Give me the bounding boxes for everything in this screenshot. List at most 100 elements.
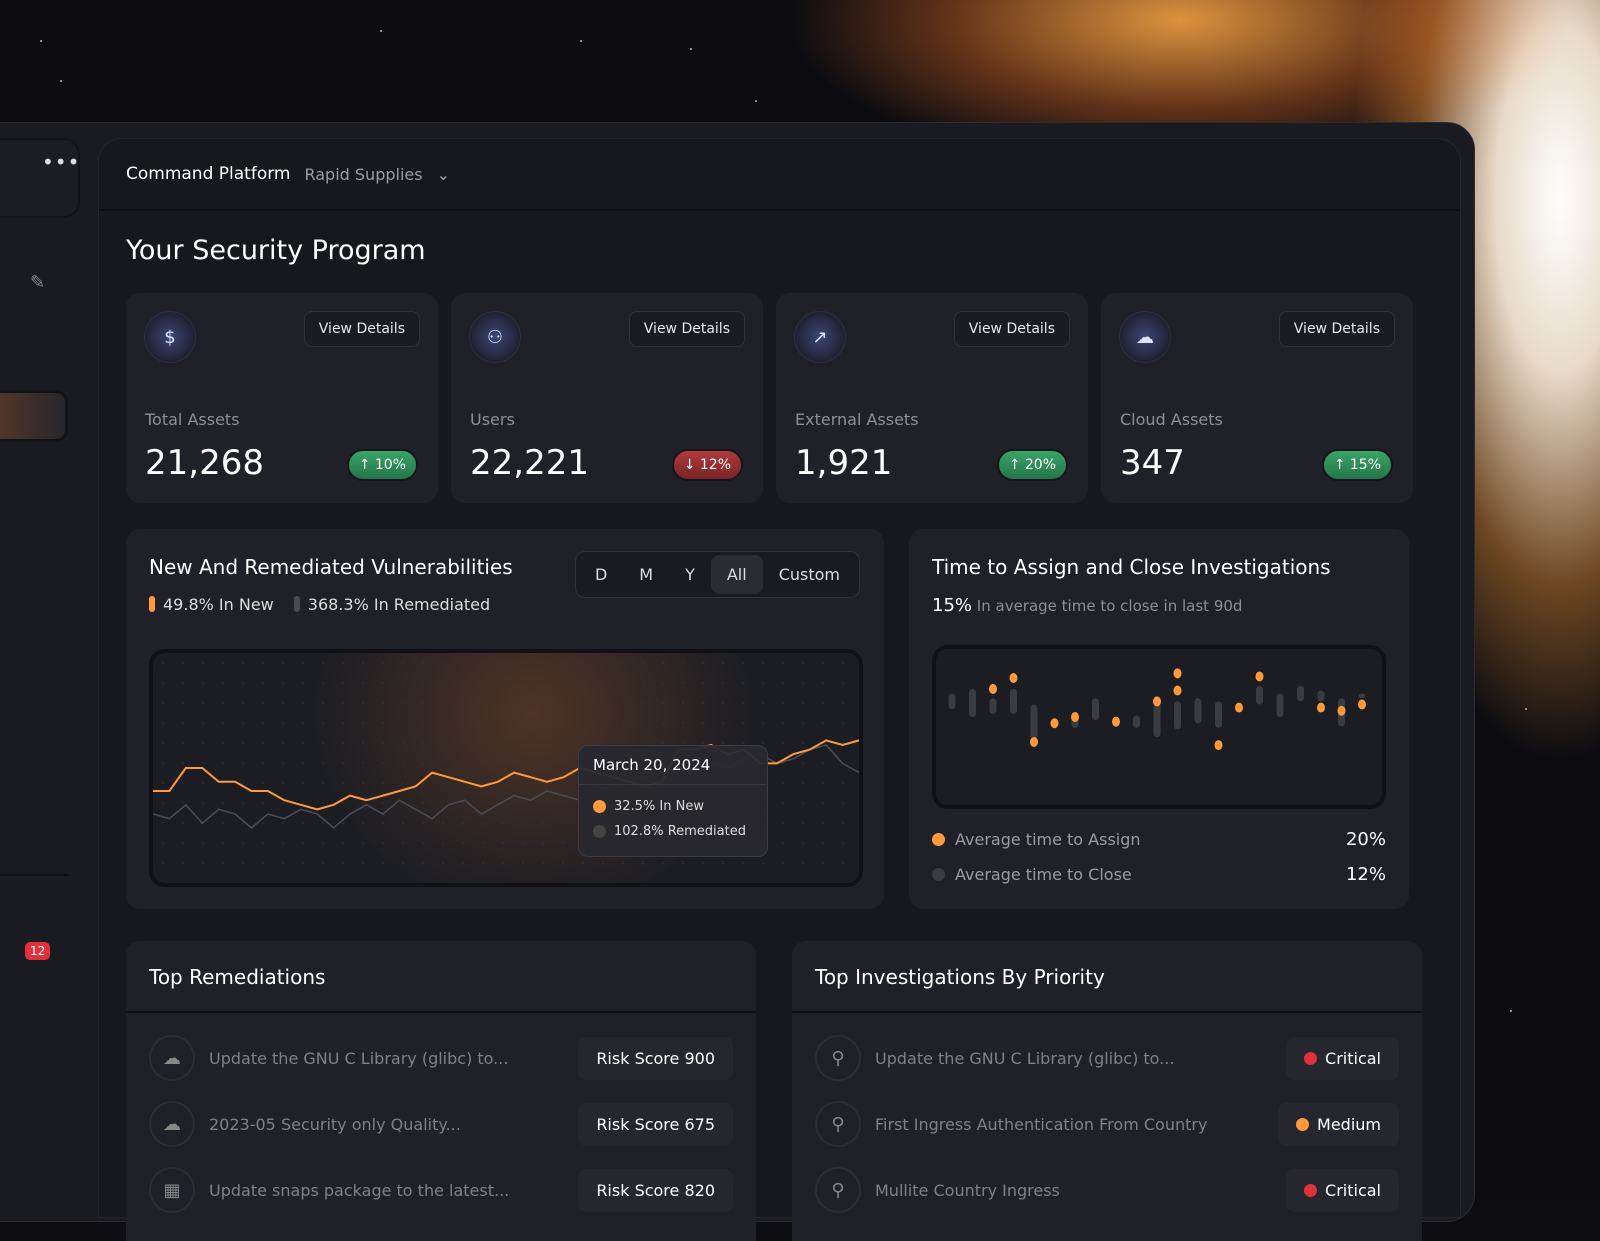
grid-dot <box>522 742 524 744</box>
close-range-bar <box>1030 704 1038 739</box>
grid-dot <box>482 842 484 844</box>
grid-dot <box>322 722 324 724</box>
grid-dot <box>462 722 464 724</box>
grid-dot <box>242 702 244 704</box>
range-y[interactable]: Y <box>685 565 695 584</box>
cloud-icon: ☁ <box>149 1101 195 1147</box>
grid-dot <box>502 822 504 824</box>
grid-dot <box>562 742 564 744</box>
grid-dot <box>402 722 404 724</box>
investig-summary: 15% In average time to close in last 90d <box>932 595 1242 616</box>
chevron-down-icon[interactable]: ⌄ <box>436 164 450 184</box>
assign-point <box>989 683 997 694</box>
grid-dot <box>822 662 824 664</box>
grid-dot <box>802 742 804 744</box>
grid-dot <box>642 682 644 684</box>
grid-dot <box>482 822 484 824</box>
cloud-icon: ☁ <box>1119 311 1171 363</box>
grid-dot <box>322 862 324 864</box>
grid-dot <box>442 762 444 764</box>
investig-stat-text: In average time to close in last 90d <box>976 597 1243 615</box>
grid-dot <box>842 862 844 864</box>
grid-dot <box>822 782 824 784</box>
grid-dot <box>502 662 504 664</box>
close-range-bar <box>1133 715 1140 728</box>
grid-dot <box>402 742 404 744</box>
sidebar-active-item[interactable] <box>0 390 68 442</box>
grid-dot <box>682 682 684 684</box>
chart-legend: 49.8% In New 368.3% In Remediated <box>149 595 490 614</box>
list-item[interactable]: ⚲ Mullite Country Ingress Critical <box>815 1165 1399 1215</box>
grid-dot <box>402 662 404 664</box>
grid-dot <box>562 762 564 764</box>
change-badge: ↑ 20% <box>996 449 1068 481</box>
grid-dot <box>322 742 324 744</box>
grid-dot <box>322 822 324 824</box>
legend-label: Average time to Close <box>955 865 1132 884</box>
grid-dot <box>482 702 484 704</box>
grid-dot <box>262 722 264 724</box>
grid-dot <box>802 662 804 664</box>
grid-dot <box>662 862 664 864</box>
grid-dot <box>182 702 184 704</box>
grid-dot <box>302 762 304 764</box>
grid-dot <box>722 702 724 704</box>
range-custom[interactable]: Custom <box>778 565 840 584</box>
view-details-button[interactable]: View Details <box>953 311 1070 347</box>
range-all[interactable]: All <box>710 555 763 594</box>
grid-dot <box>382 762 384 764</box>
range-d[interactable]: D <box>594 565 608 584</box>
grid-dot <box>622 862 624 864</box>
more-icon[interactable]: ••• <box>42 150 81 174</box>
grid-dot <box>722 862 724 864</box>
grid-dot <box>462 862 464 864</box>
grid-dot <box>402 682 404 684</box>
close-range-bar <box>1092 698 1099 721</box>
grid-dot <box>202 662 204 664</box>
grid-dot <box>342 742 344 744</box>
grid-dot <box>222 742 224 744</box>
stat-label: Users <box>470 410 515 429</box>
grid-dot <box>582 662 584 664</box>
view-details-button[interactable]: View Details <box>303 311 420 347</box>
grid-dot <box>162 802 164 804</box>
grid-dot <box>442 842 444 844</box>
legend-value: 12% <box>1345 864 1386 885</box>
grid-dot <box>462 842 464 844</box>
grid-dot <box>622 682 624 684</box>
range-selector: D M Y All Custom <box>574 551 860 598</box>
list-item[interactable]: ▦ Update snaps package to the latest... Ri… <box>149 1165 733 1215</box>
grid-dot <box>842 702 844 704</box>
priority-label: Medium <box>1317 1114 1381 1134</box>
grid-dot <box>402 782 404 784</box>
grid-dot <box>822 862 824 864</box>
grid-dot <box>242 762 244 764</box>
range-m[interactable]: M <box>639 565 654 584</box>
list-item[interactable]: ⚲ First Ingress Authentication From Count… <box>815 1099 1399 1149</box>
assign-point <box>1050 718 1059 729</box>
view-details-button[interactable]: View Details <box>628 311 745 347</box>
risk-score-badge: Risk Score 900 <box>578 1036 733 1080</box>
stat-card: ↗ View Details External Assets 1,921 ↑ 2… <box>776 293 1088 503</box>
grid-dot <box>162 722 164 724</box>
grid-dot <box>342 822 344 824</box>
grid-dot <box>762 702 764 704</box>
grid-dot <box>422 722 424 724</box>
range-chart-svg <box>948 668 1366 751</box>
grid-dot <box>542 742 544 744</box>
grid-dot <box>242 802 244 804</box>
list-item[interactable]: ☁ 2023-05 Security only Quality... Risk Sc… <box>149 1099 733 1149</box>
list-item[interactable]: ☁ Update the GNU C Library (glibc) to... R… <box>149 1033 733 1083</box>
grid-dot <box>702 702 704 704</box>
org-selector[interactable]: Rapid Supplies <box>304 164 423 184</box>
list-item[interactable]: ⚲ Update the GNU C Library (glibc) to... C… <box>815 1033 1399 1083</box>
change-badge: ↑ 10% <box>346 449 418 481</box>
users-icon: ⚇ <box>469 311 521 363</box>
grid-dot <box>322 782 324 784</box>
edit-icon[interactable]: ✎ <box>30 272 46 293</box>
view-details-button[interactable]: View Details <box>1278 311 1395 347</box>
grid-dot <box>462 762 464 764</box>
close-range-bar <box>1215 701 1222 728</box>
grid-dot <box>262 702 264 704</box>
grid-dot <box>542 662 544 664</box>
